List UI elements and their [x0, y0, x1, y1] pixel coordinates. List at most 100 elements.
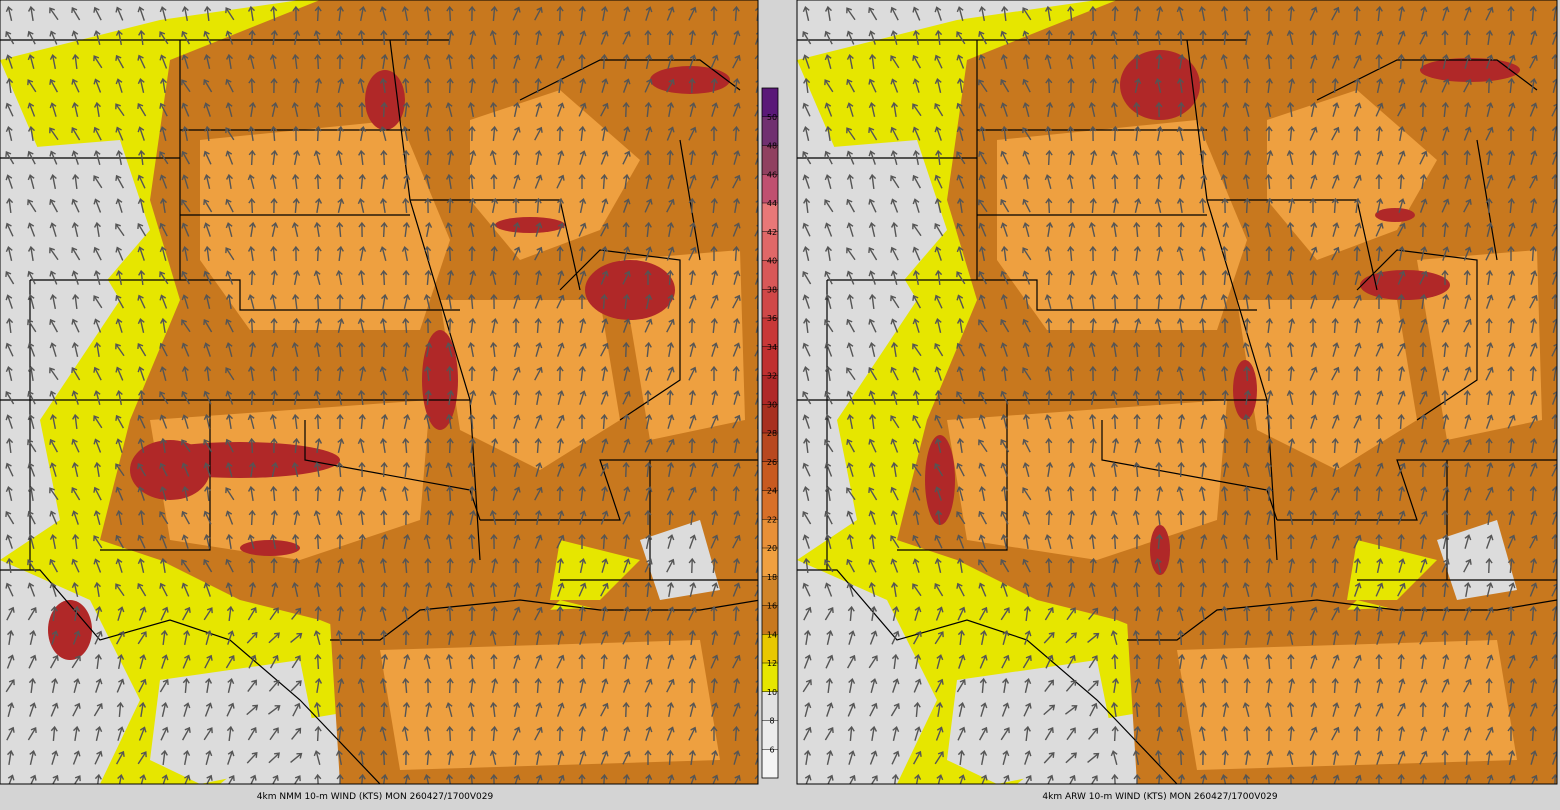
wind-arrow — [445, 413, 453, 430]
wind-arrow — [978, 582, 987, 597]
wind-arrow — [934, 414, 943, 429]
wind-arrow — [115, 389, 123, 406]
wind-arrow — [49, 438, 59, 453]
wind-arrow — [203, 607, 213, 621]
wind-arrow — [534, 54, 543, 69]
wind-arrow — [469, 390, 477, 405]
wind-arrow — [1266, 510, 1274, 525]
wind-arrow — [978, 30, 988, 45]
wind-arrow — [733, 630, 741, 645]
wind-arrow — [1398, 438, 1406, 453]
wind-arrow — [1022, 102, 1030, 117]
wind-arrow — [381, 413, 389, 430]
wind-arrow — [1265, 605, 1273, 622]
wind-arrow — [117, 726, 125, 741]
high-wind-region — [1375, 208, 1415, 222]
wind-arrow — [359, 365, 367, 382]
wind-arrow — [622, 533, 631, 550]
wind-arrow — [1177, 29, 1185, 46]
wind-arrow — [1067, 125, 1075, 142]
wind-arrow — [247, 485, 255, 502]
wind-arrow — [71, 775, 81, 784]
wind-arrow — [1067, 365, 1075, 382]
wind-arrow — [71, 270, 79, 285]
wind-arrow — [1155, 101, 1163, 118]
wind-arrow — [1066, 654, 1076, 669]
wind-arrow — [203, 174, 211, 189]
wind-arrow — [848, 677, 856, 694]
wind-arrow — [423, 774, 431, 784]
wind-arrow — [934, 246, 942, 261]
wind-arrow — [358, 581, 366, 598]
wind-arrow — [1133, 53, 1141, 70]
wind-arrow — [1155, 149, 1163, 166]
wind-arrow — [1353, 534, 1362, 549]
wind-arrow — [534, 414, 543, 429]
wind-arrow — [644, 221, 652, 238]
wind-arrow — [205, 750, 213, 765]
wind-arrow — [1154, 198, 1162, 213]
wind-arrow — [93, 461, 101, 478]
wind-arrow — [379, 606, 387, 621]
wind-arrow — [137, 198, 145, 213]
wind-arrow — [1529, 605, 1537, 622]
wind-arrow — [1242, 102, 1250, 117]
wind-arrow — [227, 630, 235, 645]
wind-arrow — [1132, 509, 1140, 526]
wind-arrow — [27, 510, 36, 525]
wind-arrow — [403, 294, 411, 309]
wind-arrow — [1133, 101, 1141, 118]
wind-arrow — [846, 582, 854, 597]
wind-arrow — [490, 365, 498, 382]
wind-arrow — [1419, 653, 1428, 670]
wind-arrow — [1154, 318, 1162, 333]
wind-arrow — [956, 246, 964, 261]
wind-arrow — [379, 126, 387, 141]
wind-arrow — [667, 221, 675, 238]
wind-arrow — [1375, 5, 1383, 22]
wind-arrow — [1000, 102, 1008, 117]
wind-arrow — [754, 5, 758, 22]
wind-arrow — [644, 438, 653, 453]
wind-arrow — [1287, 725, 1295, 742]
wind-arrow — [1110, 101, 1118, 118]
wind-arrow — [890, 150, 898, 165]
wind-arrow — [203, 390, 212, 405]
wind-arrow — [27, 342, 36, 357]
wind-arrow — [93, 390, 101, 405]
wind-arrow — [159, 271, 169, 285]
wind-arrow — [578, 365, 586, 382]
wind-arrow — [446, 437, 454, 454]
wind-arrow — [336, 293, 344, 310]
boundary-line — [330, 599, 758, 641]
wind-arrow — [271, 582, 279, 597]
wind-arrow — [732, 774, 741, 784]
wind-arrow — [1087, 632, 1100, 643]
colorbar-tick-label: 22 — [767, 515, 777, 524]
wind-arrow — [513, 222, 521, 237]
wind-arrow — [1022, 78, 1031, 93]
wind-arrow — [824, 102, 833, 117]
wind-arrow — [1354, 630, 1362, 645]
wind-arrow — [335, 389, 343, 406]
wind-arrow — [666, 6, 675, 21]
wind-arrow — [645, 246, 653, 261]
wind-arrow — [1485, 486, 1494, 501]
wind-arrow — [5, 462, 14, 477]
wind-arrow — [732, 462, 741, 477]
wind-arrow — [556, 342, 565, 357]
wind-arrow — [402, 341, 410, 358]
wind-arrow — [291, 582, 299, 597]
wind-arrow — [1022, 270, 1031, 285]
wind-arrow — [826, 630, 834, 645]
wind-arrow — [733, 270, 741, 285]
wind-arrow — [1087, 752, 1100, 763]
wind-arrow — [802, 510, 812, 525]
wind-arrow — [600, 702, 609, 717]
wind-arrow — [1419, 461, 1427, 478]
wind-arrow — [1529, 102, 1538, 117]
wind-arrow — [137, 486, 145, 501]
wind-arrow — [358, 461, 366, 478]
wind-arrow — [733, 677, 741, 694]
wind-arrow — [534, 486, 543, 501]
